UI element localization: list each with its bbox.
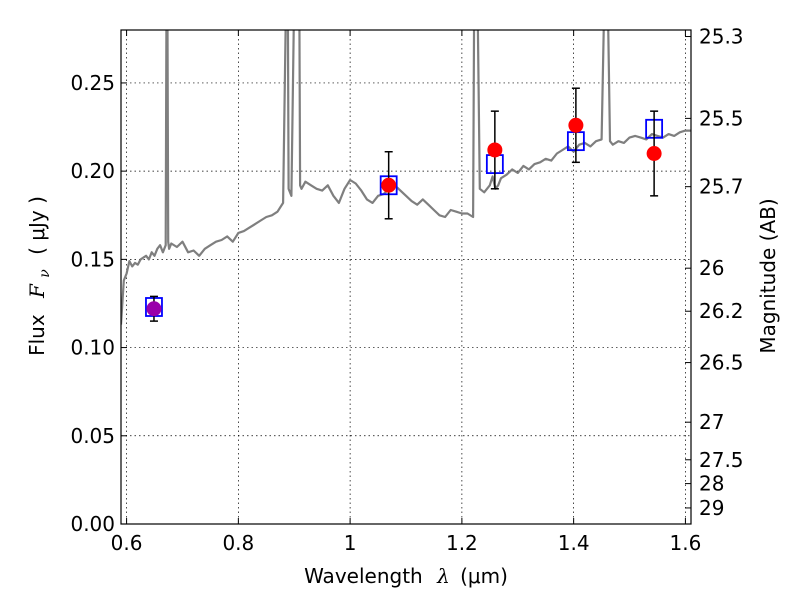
x-tick-label: 1: [344, 531, 357, 555]
observed-flux-point: [568, 117, 584, 133]
y2-axis-label: Magnitude (AB): [756, 198, 780, 353]
y-axis-label-symbol: F: [25, 283, 49, 299]
ticks-layer: 0.6 0.8 1 1.2 1.4 1.6 0.00 0.05 0.10 0.15 0.20 0.25…: [70, 25, 743, 555]
grid-layer: [121, 30, 691, 524]
y2-tick-label: 29: [699, 496, 724, 520]
y2-tick-label: 25.5: [699, 106, 744, 130]
x-tick-label: 0.6: [111, 531, 143, 555]
y-axis-label: Flux F ν ( μJy ): [25, 196, 54, 356]
x-tick-label: 1.2: [446, 531, 478, 555]
y-axis-label-unit: ( μJy ): [25, 196, 49, 255]
points-layer: [145, 87, 664, 322]
x-axis-label-symbol: λ: [436, 564, 450, 588]
x-axis-label-unit: (μm): [460, 564, 508, 588]
y-axis-label-subscript: ν: [37, 269, 53, 278]
plot-frame: [120, 29, 692, 525]
y-tick-label: 0.15: [70, 247, 115, 271]
y-tick-label: 0.25: [70, 71, 115, 95]
y2-tick-label: 26: [699, 256, 724, 280]
y2-tick-label: 25.3: [699, 25, 744, 49]
model-spectrum-line: [121, 30, 691, 325]
observed-flux-point: [487, 142, 503, 158]
observed-flux-point: [646, 146, 662, 161]
y2-tick-label: 25.7: [699, 175, 744, 199]
y-tick-label: 0.20: [70, 159, 115, 183]
y2-tick-label: 27: [699, 410, 724, 434]
x-tick-label: 0.8: [222, 531, 254, 555]
y2-tick-label: 27.5: [699, 448, 744, 472]
x-tick-label: 1.4: [558, 531, 590, 555]
spectrum-layer: [121, 30, 691, 325]
y-tick-label: 0.10: [70, 336, 115, 360]
observed-flux-point: [146, 301, 162, 317]
y2-tick-label: 26.2: [699, 299, 744, 323]
observed-flux-point: [381, 177, 397, 193]
y-axis-label-prefix: Flux: [25, 314, 49, 356]
x-tick-label: 1.6: [670, 531, 702, 555]
x-axis-label: Wavelength λ (μm): [304, 564, 508, 588]
y2-tick-label: 28: [699, 472, 724, 496]
y-tick-label: 0.00: [70, 512, 115, 536]
y2-tick-label: 26.5: [699, 351, 744, 375]
y-tick-label: 0.05: [70, 424, 115, 448]
x-axis-label-prefix: Wavelength: [304, 564, 423, 588]
